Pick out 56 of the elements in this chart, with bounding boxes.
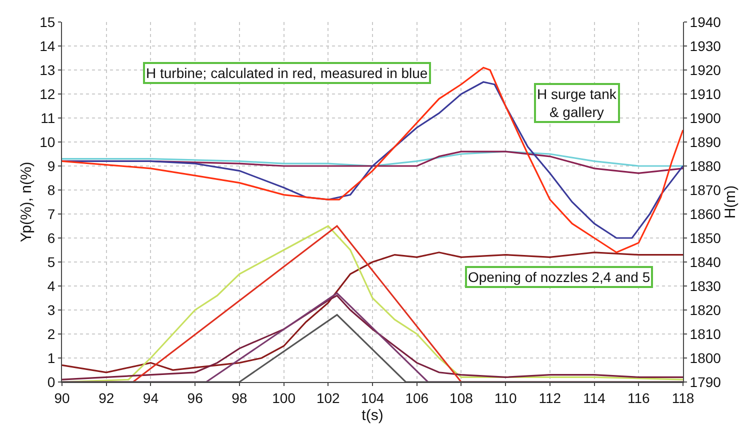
x-tick-label: 112: [538, 390, 562, 406]
line-series: [62, 66, 683, 254]
y2-tick-label: 1840: [690, 254, 722, 270]
x-tick-label: 96: [187, 390, 204, 406]
y-tick-label: 4: [47, 278, 56, 294]
x-tick-label: 94: [142, 390, 159, 406]
y-tick-label: 15: [40, 14, 56, 30]
y-tick-label: 8: [47, 182, 56, 198]
x-tick-label: 104: [360, 390, 384, 406]
y-tick-label: 1: [47, 350, 56, 366]
x-tick-label: 118: [672, 390, 694, 406]
annotation: H turbine; calculated in red, measured in blue: [146, 65, 428, 81]
line-series: [62, 252, 683, 374]
x-tick-label: 98: [232, 390, 248, 406]
y-tick-label: 10: [40, 134, 56, 150]
x-tick-label: 100: [272, 390, 296, 406]
y-tick-label: 14: [40, 38, 56, 54]
y2-tick-label: 1820: [690, 302, 722, 318]
y-tick-label: 9: [47, 158, 56, 174]
y-tick-label: 6: [47, 230, 56, 246]
y2-tick-label: 1810: [690, 326, 722, 342]
x-tick-label: 102: [316, 390, 340, 406]
x-tick-label: 92: [98, 390, 114, 406]
y2-tick-label: 1790: [690, 374, 722, 390]
y2-tick-label: 1940: [690, 14, 722, 30]
y-axis-title: Yp(%), n(%): [18, 162, 35, 242]
x-tick-label: 90: [54, 390, 70, 406]
y-tick-label: 13: [40, 62, 56, 78]
y2-tick-label: 1870: [690, 182, 722, 198]
y2-tick-label: 1830: [690, 278, 722, 294]
y2-tick-label: 1920: [690, 62, 722, 78]
y-tick-label: 3: [47, 302, 56, 318]
y-tick-label: 5: [47, 254, 56, 270]
y-tick-label: 11: [40, 110, 56, 126]
x-tick-label: 116: [627, 390, 650, 406]
y-tick-label: 7: [47, 206, 56, 222]
y2-axis-title: H(m): [722, 185, 740, 219]
annotation: H surge tank & gallery: [537, 86, 618, 120]
x-axis-title: t(s): [362, 406, 384, 424]
y2-tick-label: 1890: [690, 134, 722, 150]
y-tick-label: 2: [47, 326, 56, 342]
x-tick-label: 108: [450, 390, 474, 406]
y2-tick-label: 1910: [690, 86, 722, 102]
x-tick-label: 106: [405, 390, 429, 406]
annotation: Opening of nozzles 2,4 and 5: [468, 269, 650, 285]
x-tick-label: 114: [583, 390, 606, 406]
y2-tick-label: 1800: [690, 350, 722, 366]
y-tick-label: 0: [47, 374, 56, 390]
y2-tick-label: 1900: [690, 110, 722, 126]
y2-tick-label: 1930: [690, 38, 722, 54]
y-tick-label: 12: [40, 86, 56, 102]
line-series: [62, 150, 683, 167]
y2-tick-label: 1850: [690, 230, 722, 246]
y2-tick-label: 1880: [690, 158, 722, 174]
x-tick-label: 110: [494, 390, 517, 406]
y2-tick-label: 1860: [690, 206, 722, 222]
